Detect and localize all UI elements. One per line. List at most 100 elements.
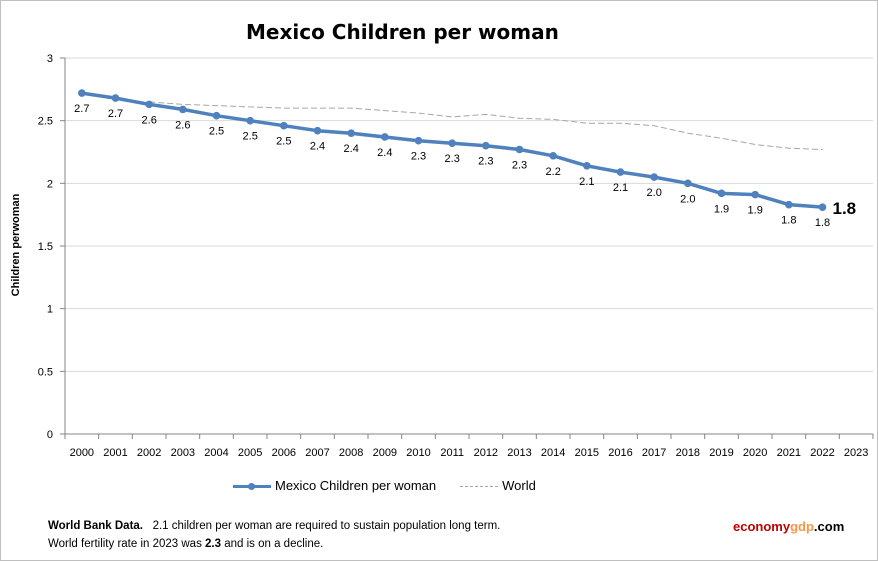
footer-note: World Bank Data. 2.1 children per woman … — [48, 517, 500, 553]
data-point-mexico — [650, 173, 658, 181]
data-label: 1.8 — [815, 217, 830, 229]
data-label: 2.4 — [310, 141, 325, 153]
data-point-mexico — [616, 168, 625, 176]
series-line-world — [149, 101, 823, 150]
data-label: 2.5 — [209, 126, 224, 138]
brand-part-com: .com — [813, 519, 845, 534]
x-tick-label: 2018 — [676, 447, 700, 459]
footer-note-text2-pre: World fertility rate in 2023 was — [48, 538, 206, 550]
final-value-annotation: 1.8 — [833, 199, 857, 218]
footer-note-line2: World fertility rate in 2023 was 2.3 and… — [48, 535, 500, 553]
data-point-mexico — [111, 94, 120, 102]
data-label: 2.3 — [512, 159, 527, 171]
data-label: 2.0 — [647, 187, 662, 199]
data-point-mexico — [78, 89, 86, 97]
x-tick-label: 2006 — [272, 447, 296, 459]
footer-note-value: 2.3 — [205, 538, 222, 550]
y-tick-label: 3 — [47, 53, 53, 65]
x-tick-label: 2023 — [844, 447, 868, 459]
x-tick-label: 2013 — [507, 447, 531, 459]
data-label: 2.1 — [579, 176, 594, 188]
data-label: 2.3 — [478, 156, 493, 168]
data-label: 2.6 — [142, 114, 157, 126]
chart-title: Mexico Children per woman — [246, 20, 559, 44]
x-tick-label: 2011 — [440, 447, 464, 459]
x-tick-label: 2012 — [474, 447, 498, 459]
y-tick-label: 2.5 — [38, 116, 53, 128]
x-tick-label: 2004 — [204, 447, 228, 459]
x-tick-label: 2017 — [642, 447, 666, 459]
y-tick-labels: 0 0.5 1 1.5 2 2.5 3 — [38, 53, 53, 441]
y-tick-label: 0.5 — [38, 366, 53, 378]
data-label: 1.9 — [748, 205, 763, 217]
data-label: 2.5 — [243, 131, 258, 143]
legend-item-mexico[interactable]: Mexico Children per woman — [233, 478, 436, 493]
data-point-mexico — [717, 189, 726, 198]
x-tick-label: 2003 — [171, 447, 195, 459]
x-tick-label: 2019 — [709, 447, 733, 459]
data-label: 2.4 — [377, 147, 392, 159]
x-tick-label: 2014 — [541, 447, 565, 459]
data-label: 2.2 — [546, 166, 561, 178]
legend: Mexico Children per woman World — [233, 478, 560, 493]
data-label: 2.7 — [74, 103, 89, 115]
x-tick-label: 2015 — [575, 447, 599, 459]
x-tick-label: 2022 — [810, 447, 834, 459]
x-tick-label: 2005 — [238, 447, 262, 459]
footer-note-text1: 2.1 children per woman are required to s… — [152, 520, 501, 532]
data-point-mexico — [515, 145, 524, 154]
data-label: 2.7 — [108, 108, 123, 120]
data-point-mexico — [313, 126, 322, 135]
x-tick-label: 2002 — [137, 447, 161, 459]
axes — [60, 57, 874, 439]
data-labels: 2.7 2.7 2.6 2.6 2.5 2.5 2.5 2.4 2.4 2.4 2.3 2.3 2.3 2… — [74, 103, 856, 229]
series-layer — [78, 89, 827, 211]
x-tick-labels: 2000 2001 2002 2003 2004 2005 2006 2007 2008 2009… — [70, 447, 869, 459]
data-label: 2.1 — [613, 182, 628, 194]
x-tick-label: 2020 — [743, 447, 767, 459]
data-label: 2.3 — [445, 153, 460, 165]
data-label: 2.5 — [276, 136, 291, 148]
legend-swatch-world — [460, 481, 499, 491]
y-tick-label: 0 — [47, 429, 53, 441]
legend-label-mexico: Mexico Children per woman — [275, 478, 437, 493]
data-label: 1.8 — [781, 215, 796, 227]
x-tick-label: 2001 — [103, 447, 127, 459]
legend-swatch-mexico — [233, 481, 271, 491]
data-point-mexico — [448, 139, 456, 148]
data-point-mexico — [583, 161, 591, 170]
brand-logo[interactable]: economygdp.com — [733, 519, 844, 534]
data-point-mexico — [549, 151, 557, 160]
x-tick-label: 2008 — [339, 447, 363, 459]
x-tick-label: 2007 — [305, 447, 329, 459]
data-label: 1.9 — [714, 203, 729, 215]
data-point-mexico — [347, 129, 355, 137]
footer-note-line1: World Bank Data. 2.1 children per woman … — [48, 517, 500, 535]
data-point-mexico — [212, 111, 221, 120]
legend-item-world[interactable]: World — [460, 478, 536, 493]
gridlines — [65, 57, 873, 372]
y-tick-label: 1.5 — [38, 241, 53, 253]
chart-plot: 00.511.522.53 2000 2001 2002 2003 2004 2005 20… — [38, 53, 874, 459]
data-point-mexico — [482, 141, 490, 150]
data-point-mexico — [414, 136, 423, 145]
data-label: 2.4 — [344, 143, 359, 155]
data-label: 2.0 — [680, 193, 695, 205]
data-label: 2.3 — [411, 151, 426, 163]
data-point-mexico — [751, 190, 759, 199]
data-point-mexico — [246, 116, 254, 125]
data-point-mexico — [381, 133, 389, 141]
series-line-mexico — [81, 91, 823, 209]
footer-note-text2-post: and is on a decline. — [221, 538, 324, 550]
x-tick-label: 2021 — [777, 447, 801, 459]
data-point-mexico — [145, 100, 153, 109]
x-tick-label: 2000 — [70, 447, 94, 459]
data-point-mexico — [785, 200, 793, 209]
brand-part-economy: economy — [733, 519, 791, 534]
footer-source: World Bank Data. — [48, 520, 143, 532]
data-point-mexico — [684, 179, 692, 188]
legend-label-world: World — [502, 478, 536, 493]
x-tick-label: 2016 — [608, 447, 632, 459]
data-point-mexico — [179, 105, 187, 114]
